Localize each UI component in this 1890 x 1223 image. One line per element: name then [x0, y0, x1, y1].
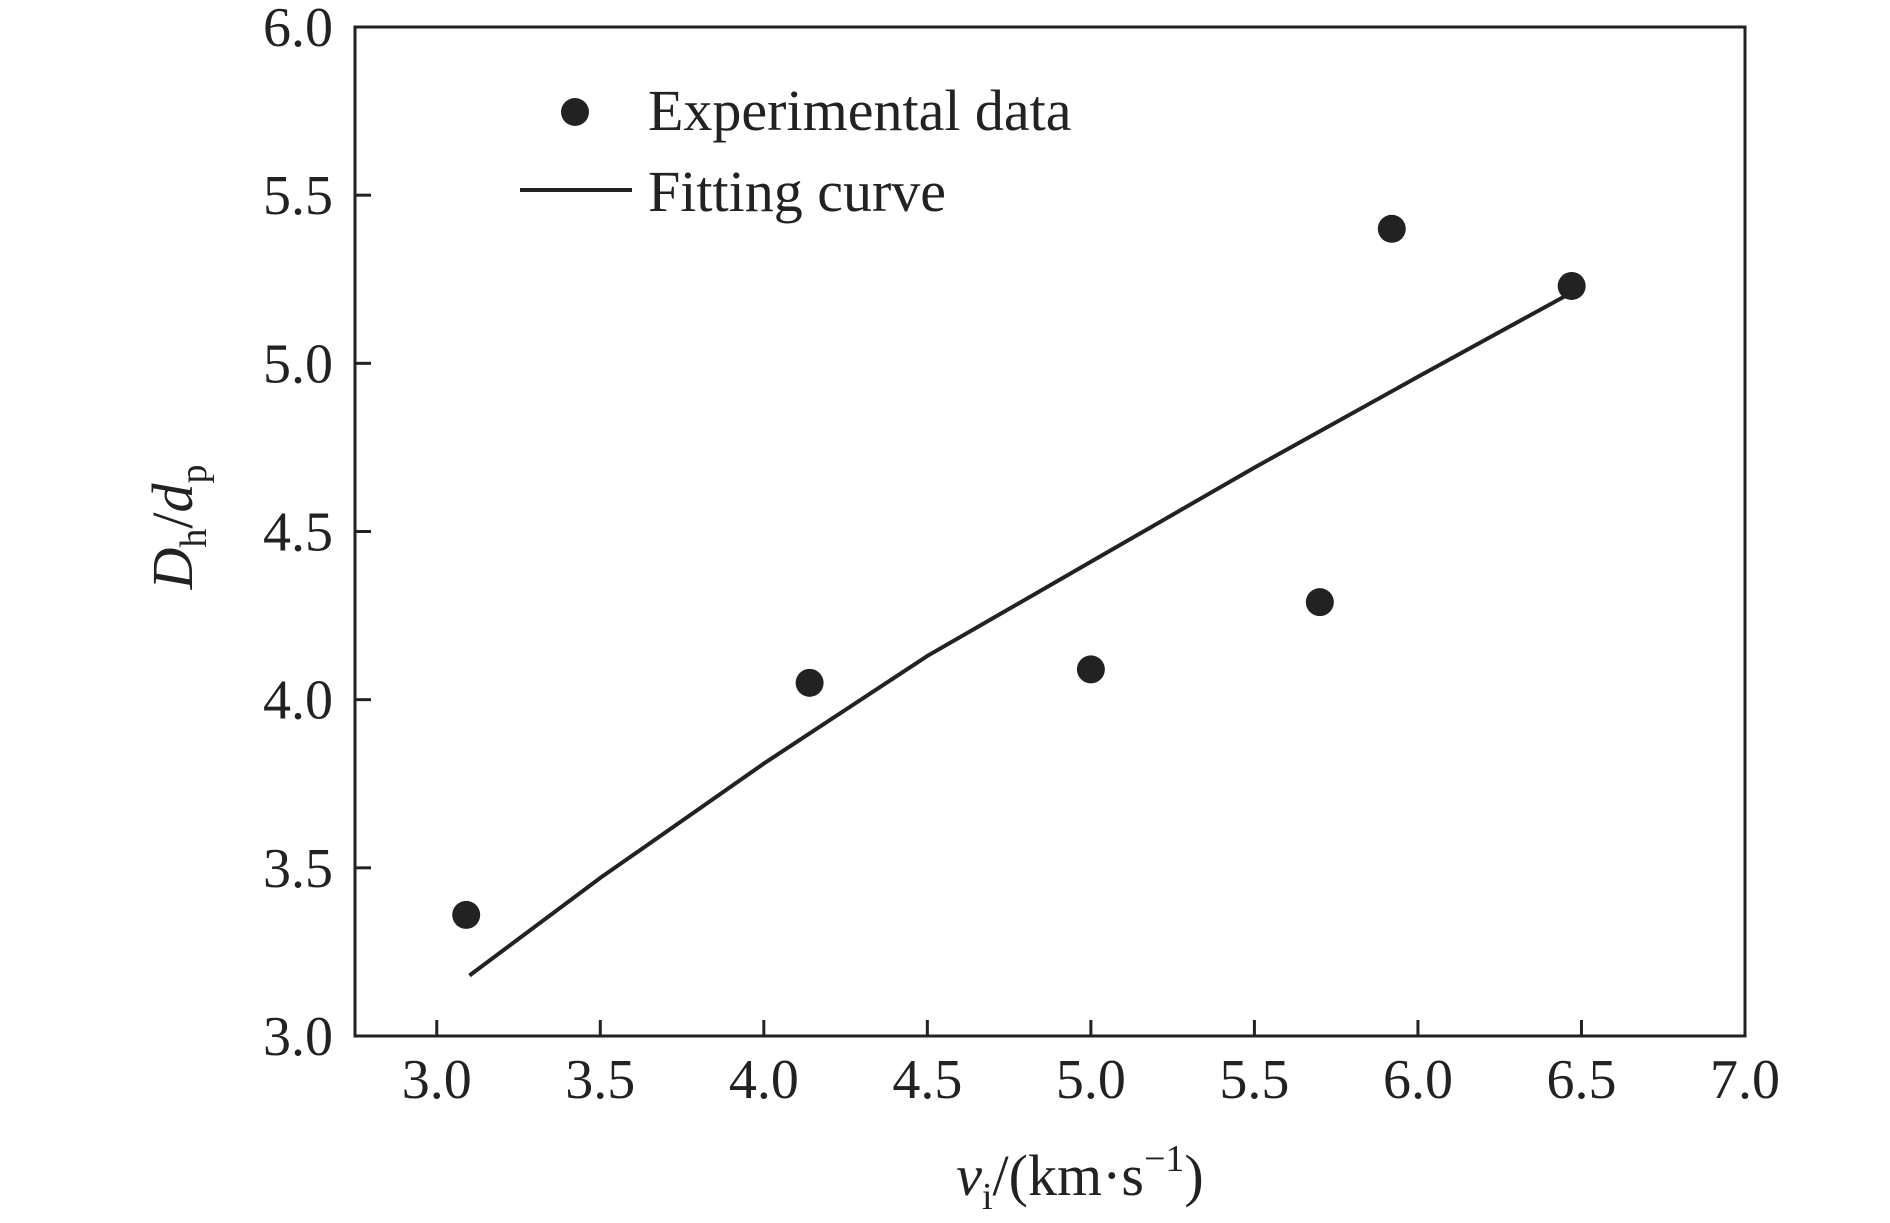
x-tick-label: 5.5 — [1219, 1049, 1289, 1111]
legend-label-experimental: Experimental data — [648, 78, 1072, 143]
y-tick-label: 4.0 — [263, 670, 333, 732]
data-point — [1377, 214, 1406, 243]
x-tick-label: 6.5 — [1546, 1049, 1616, 1111]
plot-frame — [353, 25, 1747, 1038]
legend-label-fitting: Fitting curve — [648, 159, 946, 224]
experimental-data-points — [452, 214, 1586, 929]
y-axis-ticks: 3.0 3.5 4.0 4.5 5.0 5.5 6.0 — [263, 0, 371, 1068]
y-tick-label: 5.0 — [263, 333, 333, 395]
x-tick-label: 5.0 — [1056, 1049, 1126, 1111]
y-tick-label: 4.5 — [263, 502, 333, 564]
x-tick-label: 4.5 — [892, 1049, 962, 1111]
x-axis-title: vi/(km·s−1) — [956, 1138, 1204, 1218]
legend: Experimental data Fitting curve — [520, 78, 1072, 224]
y-tick-label: 3.0 — [263, 1006, 333, 1068]
x-axis-ticks: 3.0 3.5 4.0 4.5 5.0 5.5 6.0 6.5 7.0 — [402, 1020, 1780, 1111]
y-tick-label: 5.5 — [263, 165, 333, 227]
y-tick-label: 3.5 — [263, 838, 333, 900]
x-tick-label: 6.0 — [1383, 1049, 1453, 1111]
data-point — [1305, 588, 1334, 617]
legend-scatter-marker — [561, 98, 589, 126]
data-point — [1557, 271, 1586, 300]
x-tick-label: 3.0 — [402, 1049, 472, 1111]
data-point — [452, 900, 481, 929]
x-tick-label: 4.0 — [729, 1049, 799, 1111]
y-axis-title: Dh/dp — [140, 464, 215, 590]
x-tick-label: 3.5 — [565, 1049, 635, 1111]
y-tick-label: 6.0 — [263, 0, 333, 59]
data-point — [795, 668, 824, 697]
x-tick-label: 7.0 — [1710, 1049, 1780, 1111]
data-point — [1076, 655, 1105, 684]
fitting-curve-line — [468, 294, 1567, 978]
